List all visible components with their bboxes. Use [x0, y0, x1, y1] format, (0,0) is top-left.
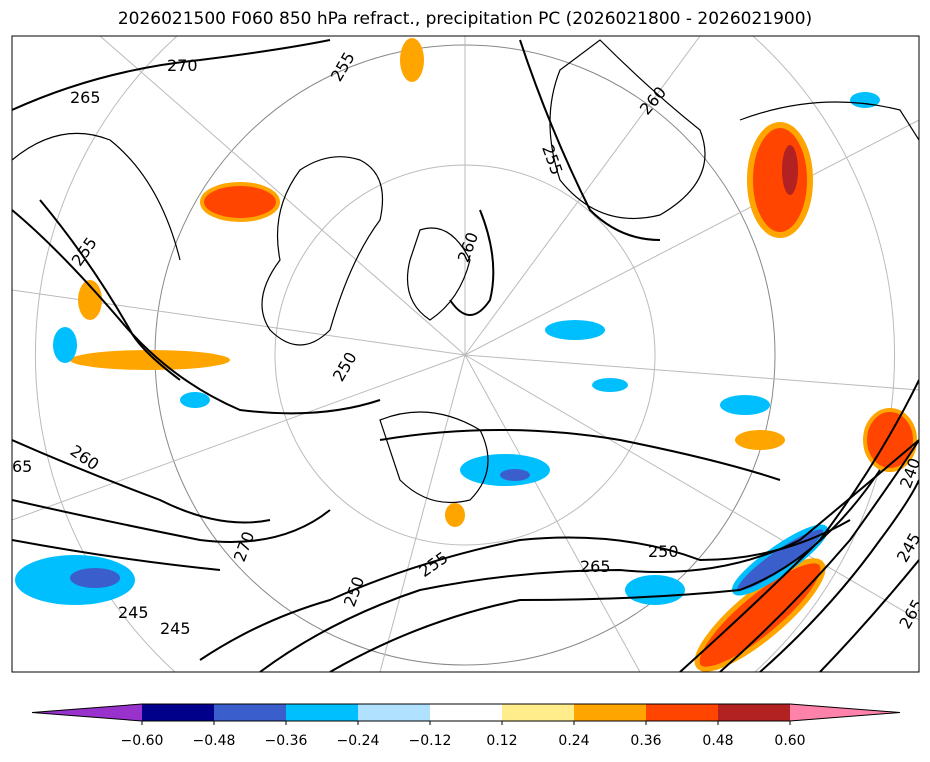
contour-label: 245: [118, 603, 149, 622]
precipitation-shading: [15, 38, 917, 672]
colorbar-segment: [358, 704, 430, 721]
contour-label: 270: [167, 56, 198, 75]
graticule: [12, 36, 919, 672]
colorbar-segment: [646, 704, 718, 721]
contour-label: 265: [70, 88, 101, 107]
colorbar-tick-label: −0.36: [265, 733, 308, 749]
contour-label: 250: [648, 542, 679, 561]
colorbar-tick-label: −0.48: [193, 733, 236, 749]
colorbar-segment: [214, 704, 286, 721]
colorbar-tick-label: 0.36: [630, 733, 661, 749]
colorbar-segment: [430, 704, 502, 721]
colorbar-tick-label: −0.12: [409, 733, 452, 749]
colorbar-tick-label: 0.60: [774, 733, 805, 749]
colorbar-tick-label: 0.12: [486, 733, 517, 749]
contour-label: 245: [160, 619, 191, 638]
refractivity-contours: [12, 39, 919, 672]
chart-title: 2026021500 F060 850 hPa refract., precip…: [117, 9, 813, 29]
colorbar-segment: [142, 704, 214, 721]
contour-labels: 270 265 255 255 260 260 255 260 250 255 …: [12, 49, 919, 638]
colorbar-tick-label: −0.24: [337, 733, 380, 749]
map-frame: [11, 35, 920, 673]
colorbar-segment: [286, 704, 358, 721]
colorbar-segment: [718, 704, 790, 721]
colorbar-tick-label: 0.24: [558, 733, 589, 749]
colorbar-segment: [502, 704, 574, 721]
colorbar: −0.60 −0.48 −0.36 −0.24 −0.12 0.12 0.24 0.36 0.4…: [31, 703, 901, 749]
contour-label: 65: [12, 457, 32, 476]
colorbar-extend-high: [790, 704, 900, 721]
colorbar-tick-label: −0.60: [121, 733, 164, 749]
contour-label: 265: [580, 557, 611, 576]
colorbar-segment: [574, 704, 646, 721]
coastlines: [12, 39, 919, 504]
map-area: 270 265 255 255 260 260 255 260 250 255 …: [12, 36, 919, 672]
colorbar-tick-label: 0.48: [702, 733, 733, 749]
colorbar-extend-low: [32, 704, 142, 721]
